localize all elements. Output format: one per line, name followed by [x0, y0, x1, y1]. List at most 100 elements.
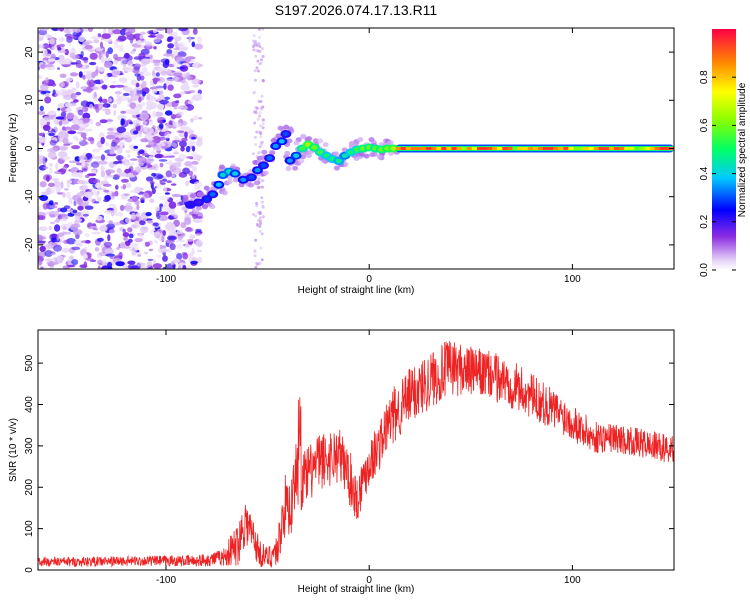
- noise-blob: [131, 223, 140, 229]
- noise-blob: [100, 41, 103, 49]
- noise-blob: [257, 219, 260, 222]
- noise-blob: [39, 194, 49, 201]
- band-segment: [588, 147, 595, 150]
- noise-blob: [61, 82, 65, 87]
- noise-blob: [125, 266, 129, 269]
- noise-blob: [89, 79, 95, 87]
- noise-blob: [136, 74, 142, 82]
- noise-blob: [175, 100, 179, 104]
- noise-blob: [38, 206, 42, 212]
- halo-blob: [195, 205, 202, 211]
- noise-blob: [148, 138, 156, 147]
- noise-blob: [156, 234, 160, 239]
- noise-blob: [195, 61, 199, 67]
- noise-blob: [159, 195, 170, 201]
- noise-blob: [131, 243, 139, 247]
- noise-blob: [128, 245, 139, 253]
- noise-blob: [64, 102, 72, 108]
- noise-blob: [114, 90, 122, 95]
- noise-blob: [65, 132, 69, 139]
- noise-blob: [179, 140, 187, 148]
- band-segment: [537, 147, 544, 150]
- noise-blob: [57, 232, 64, 238]
- noise-blob: [118, 172, 127, 177]
- noise-blob: [122, 159, 129, 164]
- noise-blob: [191, 145, 196, 152]
- noise-blob: [149, 95, 155, 101]
- noise-blob: [127, 238, 133, 243]
- noise-blob: [152, 77, 161, 82]
- noise-blob: [192, 84, 200, 88]
- noise-blob: [73, 135, 79, 141]
- trace-core: [293, 153, 300, 158]
- noise-blob: [261, 179, 265, 183]
- noise-blob: [61, 126, 66, 131]
- trace-core: [341, 153, 348, 158]
- noise-blob: [128, 28, 136, 34]
- noise-blob: [159, 99, 170, 105]
- noise-blob: [138, 52, 146, 60]
- noise-blob: [166, 221, 173, 225]
- noise-blob: [254, 214, 258, 218]
- noise-blob: [60, 181, 64, 189]
- noise-blob: [94, 228, 98, 231]
- noise-blob: [71, 246, 81, 251]
- noise-blob: [176, 229, 183, 235]
- noise-blob: [124, 205, 134, 212]
- noise-blob: [80, 57, 89, 61]
- noise-blob: [159, 244, 164, 249]
- noise-blob: [193, 154, 203, 160]
- noise-blob: [116, 167, 122, 174]
- noise-blob: [85, 174, 90, 178]
- noise-blob: [163, 186, 167, 192]
- noise-blob: [66, 36, 73, 43]
- noise-blob: [167, 43, 175, 49]
- noise-blob: [184, 217, 192, 225]
- band-segment: [659, 147, 666, 150]
- noise-blob: [107, 234, 111, 242]
- noise-blob: [82, 168, 88, 171]
- noise-blob: [42, 124, 51, 131]
- noise-blob: [142, 192, 150, 199]
- noise-blob: [168, 201, 177, 209]
- noise-blob: [141, 101, 146, 107]
- noise-blob: [107, 153, 117, 157]
- noise-blob: [260, 94, 264, 98]
- noise-blob: [113, 45, 121, 48]
- noise-blob: [189, 156, 194, 160]
- noise-blob: [89, 61, 97, 66]
- noise-blob: [127, 260, 136, 265]
- noise-blob: [258, 216, 262, 220]
- noise-blob: [103, 61, 113, 68]
- halo-blob: [368, 137, 375, 143]
- noise-blob: [156, 254, 162, 258]
- noise-blob: [46, 121, 50, 126]
- y-tick-label: 100: [24, 520, 35, 537]
- noise-blob: [184, 131, 188, 139]
- noise-blob: [175, 199, 183, 203]
- noise-blob: [131, 195, 139, 202]
- noise-blob: [54, 201, 58, 205]
- noise-blob: [74, 28, 81, 33]
- noise-blob: [165, 223, 176, 231]
- noise-blob: [101, 84, 108, 90]
- noise-blob: [161, 205, 171, 210]
- band-segment: [492, 147, 498, 150]
- noise-blob: [155, 28, 166, 31]
- noise-blob: [58, 28, 65, 32]
- noise-blob: [94, 194, 100, 198]
- noise-blob: [48, 262, 59, 265]
- noise-blob: [149, 198, 155, 203]
- noise-blob: [49, 200, 54, 206]
- noise-blob: [68, 160, 79, 164]
- noise-blob: [190, 118, 194, 123]
- noise-blob: [162, 245, 167, 249]
- noise-blob: [180, 222, 187, 229]
- noise-blob: [134, 166, 142, 173]
- noise-blob: [103, 57, 113, 62]
- noise-blob: [75, 91, 82, 96]
- noise-blob: [196, 216, 204, 219]
- band-segment: [573, 147, 579, 150]
- noise-blob: [115, 184, 119, 190]
- colorbar-tick-label: 0.6: [699, 118, 710, 132]
